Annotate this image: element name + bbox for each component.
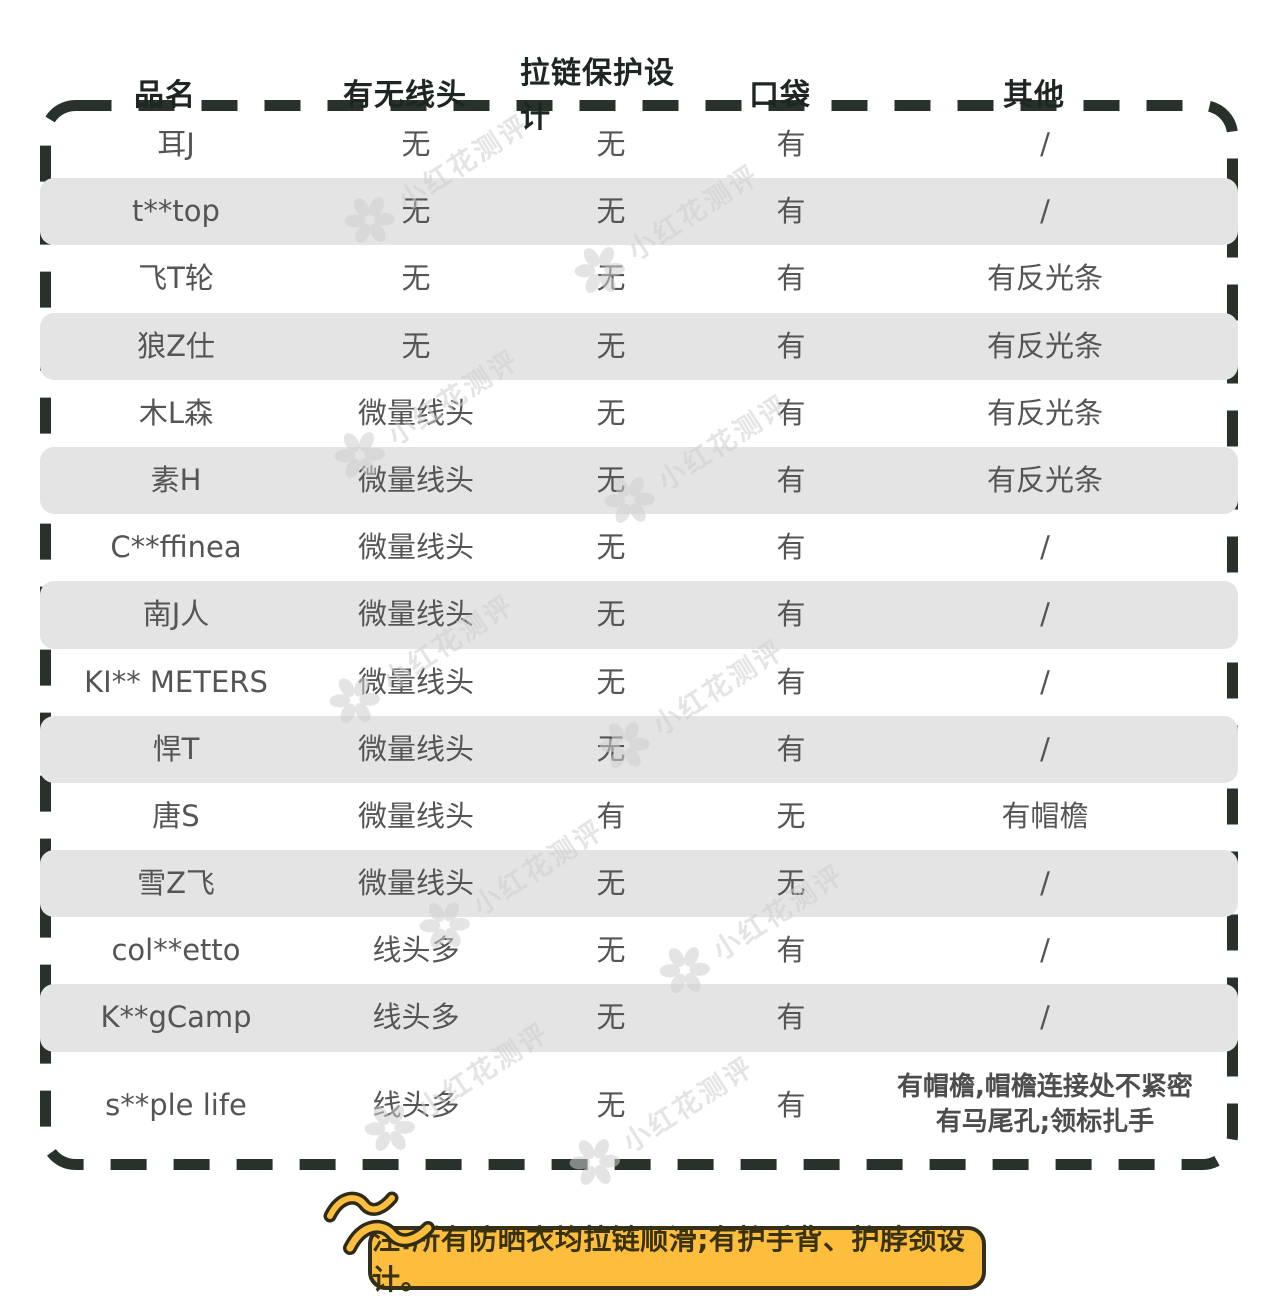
note-box: 注:所有防晒衣均拉链顺滑;有护手背、护脖颈设计。 [368,1223,986,1296]
brand-name-cell: 素H [150,462,202,497]
zipper-protection-cell: 无 [596,194,626,229]
table-row: C**ffinea 微量线头 无 有 / [40,514,1238,581]
pocket-cell: 无 [776,798,806,833]
zipper-protection-cell: 有 [596,798,626,833]
other-cell: 有反光条 [986,395,1103,430]
brand-name-cell: col**etto [111,933,241,968]
table-header: 品名 有无线头 拉链保护设计 口袋 其他 [40,48,1238,135]
thread-cell: 无 [401,261,431,296]
zipper-protection-cell: 无 [596,530,626,565]
zipper-protection-cell: 无 [596,1087,626,1122]
brand-name-cell: s**ple life [105,1087,247,1122]
other-cell: 有帽檐,帽檐连接处不紧密 有马尾孔;领标扎手 [897,1072,1193,1138]
pocket-cell: 有 [776,933,806,968]
zipper-protection-cell: 无 [596,731,626,766]
zipper-protection-cell: 无 [596,597,626,632]
table-row: 飞T轮 无 无 有 有反光条 [40,245,1238,312]
brand-name-cell: 唐S [152,798,200,833]
other-cell: / [1040,530,1050,565]
table-row: 木L森 微量线头 无 有 有反光条 [40,380,1238,447]
brand-name-cell: 飞T轮 [138,261,214,296]
pocket-cell: 有 [776,395,806,430]
zipper-protection-cell: 无 [596,1000,626,1035]
pocket-cell: 有 [776,328,806,363]
pocket-cell: 有 [776,1087,806,1122]
thread-cell: 微量线头 [357,597,474,632]
zipper-protection-cell: 无 [596,933,626,968]
squiggle-doodle-icon [323,1191,435,1255]
other-cell: 有反光条 [986,328,1103,363]
thread-cell: 微量线头 [357,731,474,766]
note-text: 注:所有防晒衣均拉链顺滑;有护手背、护脖颈设计。 [372,1223,966,1296]
thread-cell: 无 [401,328,431,363]
pocket-cell: 有 [776,1000,806,1035]
thread-cell: 线头多 [372,1000,460,1035]
table-row: 雪Z飞 微量线头 无 无 / [40,850,1238,918]
brand-name-cell: 木L森 [138,395,214,430]
table-row: 南J人 微量线头 无 有 / [40,581,1238,649]
other-cell: / [1040,597,1050,632]
zipper-protection-cell: 无 [596,866,626,901]
brand-name-cell: K**gCamp [100,1000,252,1035]
thread-cell: 微量线头 [357,866,474,901]
zipper-protection-cell: 无 [596,395,626,430]
brand-name-cell: 耳J [157,127,195,162]
pocket-cell: 无 [776,866,806,901]
table-row: 唐S 微量线头 有 无 有帽檐 [40,783,1238,850]
table-row: s**ple life 线头多 无 有 有帽檐,帽檐连接处不紧密 有马尾孔;领标扎手 [40,1052,1238,1159]
other-cell: / [1040,664,1050,699]
thread-cell: 微量线头 [357,395,474,430]
other-cell: / [1040,933,1050,968]
thread-cell: 微量线头 [357,798,474,833]
pocket-cell: 有 [776,597,806,632]
thread-cell: 线头多 [372,1087,460,1122]
table-row: 耳J 无 无 有 / [40,111,1238,178]
pocket-cell: 有 [776,530,806,565]
brand-name-cell: t**top [132,194,220,229]
thread-cell: 线头多 [372,933,460,968]
thread-cell: 微量线头 [357,462,474,497]
brand-name-cell: 狼Z仕 [137,328,215,363]
table-row: col**etto 线头多 无 有 / [40,917,1238,984]
table-row: KI** METERS 微量线头 无 有 / [40,649,1238,716]
pocket-cell: 有 [776,664,806,699]
other-cell: 有反光条 [986,462,1103,497]
other-cell: / [1040,127,1050,162]
zipper-protection-cell: 无 [596,127,626,162]
other-cell: 有反光条 [986,261,1103,296]
pocket-cell: 有 [776,261,806,296]
other-cell: 有帽檐 [1001,798,1089,833]
zipper-protection-cell: 无 [596,261,626,296]
brand-name-cell: C**ffinea [110,530,242,565]
table-row: 素H 微量线头 无 有 有反光条 [40,446,1238,515]
table-row: 狼Z仕 无 无 有 有反光条 [40,312,1238,380]
other-cell: / [1040,731,1050,766]
zipper-protection-cell: 无 [596,328,626,363]
table-row: t**top 无 无 有 / [40,178,1238,246]
other-cell: / [1040,1000,1050,1035]
brand-name-cell: 南J人 [142,597,210,632]
zipper-protection-cell: 无 [596,462,626,497]
thread-cell: 微量线头 [357,530,474,565]
zipper-protection-cell: 无 [596,664,626,699]
pocket-cell: 有 [776,127,806,162]
other-cell: / [1040,194,1050,229]
table-row: K**gCamp 线头多 无 有 / [40,984,1238,1052]
pocket-cell: 有 [776,194,806,229]
thread-cell: 无 [401,127,431,162]
thread-cell: 无 [401,194,431,229]
table-row: 悍T 微量线头 无 有 / [40,715,1238,783]
other-cell: / [1040,866,1050,901]
pocket-cell: 有 [776,731,806,766]
brand-name-cell: KI** METERS [84,664,268,699]
pocket-cell: 有 [776,462,806,497]
table-body: 耳J 无无有 / t**top 无无有 / 飞T轮无无有有反光条 狼Z仕无无有有反光条 木L森微… [40,111,1238,1159]
brand-name-cell: 悍T [152,731,200,766]
brand-name-cell: 雪Z飞 [137,866,215,901]
thread-cell: 微量线头 [357,664,474,699]
